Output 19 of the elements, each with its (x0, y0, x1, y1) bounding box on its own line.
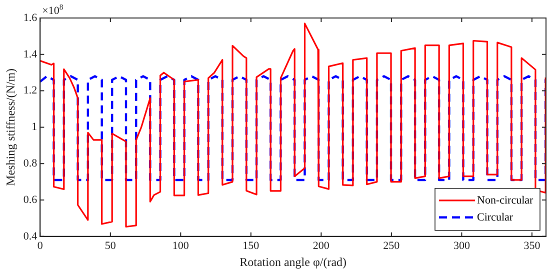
x-tick-label: 300 (453, 240, 470, 252)
legend-label: Circular (477, 211, 514, 224)
x-axis-title: Rotation angle φ/(rad) (240, 254, 347, 269)
y-tick-label: 0.8 (23, 157, 38, 170)
x-tick-label: 200 (312, 240, 330, 252)
x-tick-label: 150 (242, 240, 260, 252)
y-tick-label: 1.4 (23, 48, 38, 60)
y-tick-label: 1 (32, 121, 38, 134)
y-axis-title: Meshing stiffness/(N/m) (3, 68, 18, 186)
y-tick-label: 1.2 (23, 84, 38, 97)
x-tick-label: 100 (172, 240, 190, 252)
legend-label: Non-circular (477, 194, 534, 206)
y-tick-label: 0.6 (23, 194, 38, 206)
x-tick-label: 350 (524, 240, 541, 252)
x-tick-label: 50 (104, 240, 116, 252)
y-tick-label: 1.6 (23, 12, 38, 24)
y-tick-label: 0.4 (23, 230, 38, 242)
x-tick-label: 250 (383, 240, 400, 252)
x-tick-label: 0 (37, 240, 44, 252)
